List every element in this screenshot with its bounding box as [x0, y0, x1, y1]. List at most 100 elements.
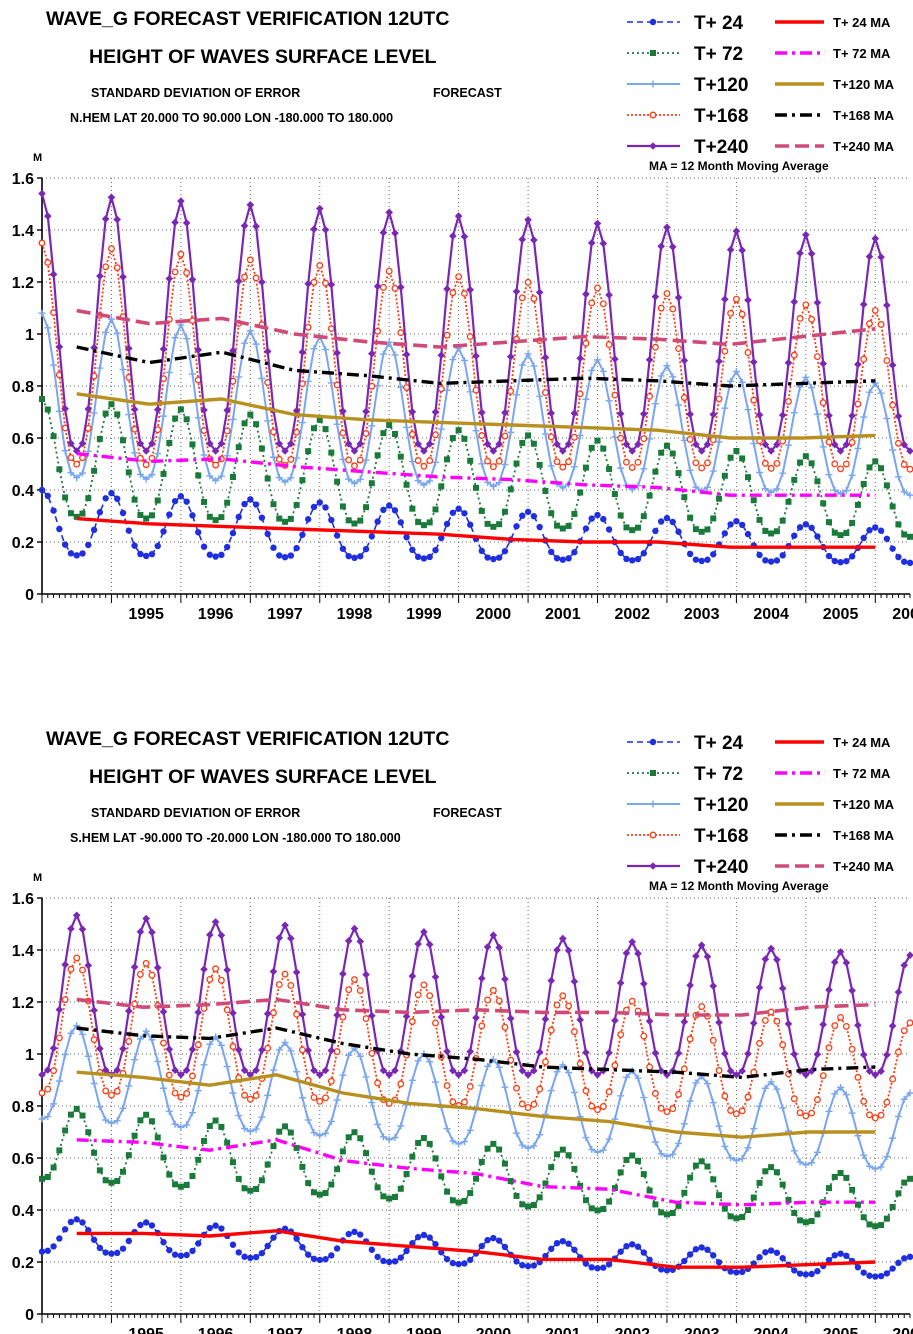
data-point-t120: [761, 485, 769, 493]
data-point-t72: [825, 1185, 832, 1192]
data-point-t240: [605, 291, 613, 299]
data-point-t120: [489, 482, 497, 490]
data-point-t240: [43, 1066, 52, 1074]
data-point-t72: [692, 1162, 699, 1169]
data-point-t24: [524, 1262, 532, 1270]
data-point-t72: [310, 1189, 317, 1196]
data-point-t72: [253, 421, 260, 428]
data-point-t72: [750, 1194, 757, 1201]
data-point-t168: [541, 389, 549, 397]
data-point-t168: [345, 986, 353, 994]
series-line-t24ma: [76, 1229, 876, 1269]
data-point-t240: [477, 408, 486, 417]
data-point-t24: [403, 1247, 410, 1255]
data-point-t72: [420, 522, 427, 529]
data-point-t240: [512, 1048, 521, 1056]
data-point-t24: [675, 528, 682, 535]
data-point-t168: [322, 279, 329, 287]
data-point-t72: [571, 1165, 578, 1172]
data-point-t72: [148, 1118, 155, 1125]
data-point-t168: [212, 965, 220, 973]
data-point-t120: [784, 441, 792, 449]
data-point-t168: [142, 461, 150, 469]
data-point-t24: [901, 558, 908, 565]
data-point-t240: [234, 1045, 243, 1054]
data-point-t120: [333, 420, 341, 428]
data-point-t240: [96, 1044, 104, 1053]
data-point-t168: [790, 351, 798, 359]
data-point-t24: [247, 1254, 254, 1262]
data-point-t168: [316, 1097, 324, 1105]
data-point-t168: [651, 343, 659, 351]
data-point-t120: [171, 1120, 179, 1128]
data-point-t120: [796, 1158, 804, 1166]
data-point-t24: [276, 552, 283, 559]
data-point-t168: [715, 1067, 723, 1074]
data-point-t240: [200, 965, 208, 974]
data-point-t120: [675, 401, 683, 409]
y-axis-unit: M: [33, 152, 42, 164]
data-point-t72: [299, 477, 306, 484]
data-point-t240: [153, 405, 162, 414]
data-point-t168: [553, 1001, 561, 1009]
data-point-t72: [808, 1218, 815, 1225]
data-point-t24: [906, 1253, 913, 1260]
data-point-t168: [530, 1100, 538, 1108]
data-point-t72: [224, 499, 231, 506]
data-point-t240: [67, 439, 75, 448]
data-point-t240: [888, 361, 897, 369]
data-point-t120: [90, 409, 98, 417]
data-point-t120: [692, 483, 700, 491]
data-point-t24: [461, 1260, 468, 1267]
data-point-t72: [351, 520, 358, 527]
data-point-t240: [321, 225, 330, 234]
data-point-t240: [755, 411, 764, 419]
data-point-t168: [55, 1034, 63, 1042]
data-point-t240: [38, 189, 46, 198]
data-point-t72: [565, 1152, 572, 1159]
data-point-t72: [264, 475, 271, 482]
data-point-t240: [200, 406, 208, 414]
data-point-t24: [108, 489, 115, 497]
data-point-t24: [351, 1228, 358, 1236]
data-point-t240: [854, 360, 862, 369]
data-point-t240: [674, 1049, 683, 1058]
data-point-t240: [692, 440, 700, 449]
data-point-t24: [802, 1271, 810, 1278]
data-point-t240: [466, 285, 475, 294]
data-point-t24: [831, 1252, 838, 1259]
data-point-t72: [397, 1185, 404, 1192]
data-point-t24: [490, 1234, 497, 1242]
data-point-t240: [611, 1016, 619, 1025]
data-point-t120: [889, 446, 897, 454]
data-point-t120: [107, 1119, 115, 1127]
data-point-t240: [182, 1066, 191, 1075]
data-point-t72: [831, 529, 838, 536]
data-point-t120: [657, 1150, 665, 1158]
data-point-t240: [651, 1049, 660, 1057]
data-point-t120: [131, 449, 139, 457]
data-point-t72: [206, 513, 213, 520]
data-point-t72: [67, 1111, 74, 1118]
data-point-t24: [316, 1256, 323, 1264]
data-point-t72: [901, 531, 908, 538]
data-point-t72: [611, 491, 618, 498]
data-point-t240: [443, 285, 451, 293]
data-point-t24: [414, 553, 422, 561]
data-point-t120: [663, 1152, 671, 1160]
data-point-t24: [889, 545, 896, 552]
data-point-t120: [385, 1136, 393, 1144]
data-point-t168: [327, 325, 335, 333]
data-point-t120: [767, 488, 775, 496]
data-point-t24: [252, 1253, 260, 1261]
data-point-t72: [866, 1221, 873, 1228]
data-point-t72: [160, 1154, 167, 1161]
data-point-t72: [195, 1156, 202, 1163]
data-point-t240: [854, 1021, 862, 1030]
data-point-t168: [345, 456, 353, 464]
data-point-t168: [206, 976, 214, 983]
data-point-t240: [553, 440, 561, 448]
data-point-t240: [454, 1071, 463, 1079]
data-point-t168: [750, 396, 758, 404]
data-point-t168: [466, 1083, 474, 1090]
